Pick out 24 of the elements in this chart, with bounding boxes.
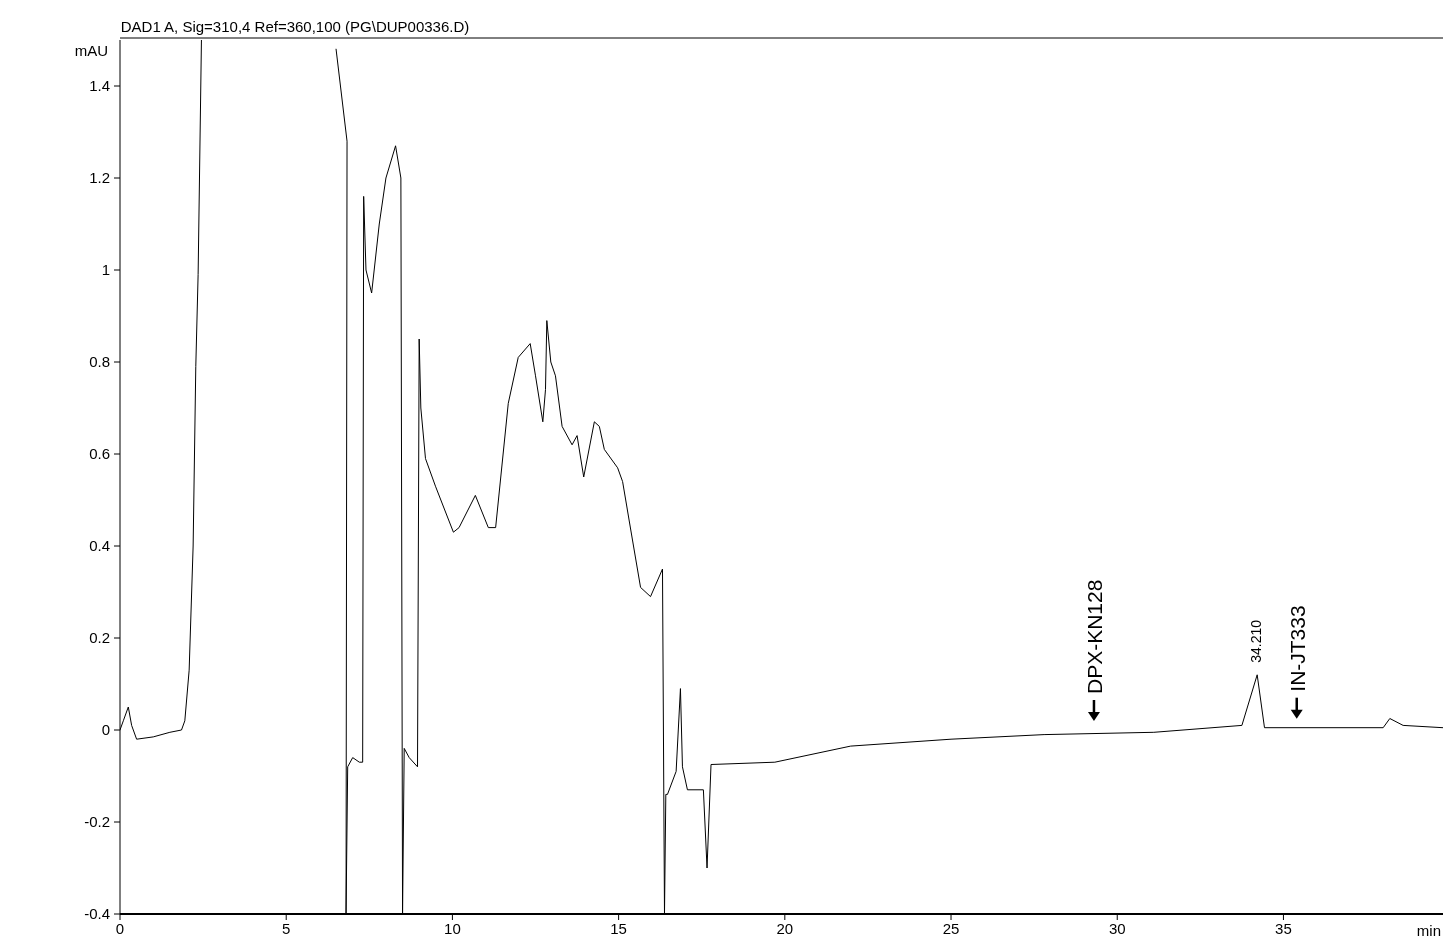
x-tick-label: 30: [1108, 920, 1126, 937]
x-tick-label: 5: [282, 920, 291, 937]
y-tick-label: 0.8: [89, 353, 110, 371]
annotation: IN-JT333: [1285, 605, 1309, 692]
y-tick-label: -0.4: [84, 905, 110, 923]
x-tick-label: 0: [115, 920, 125, 937]
y-axis-title: mAU: [74, 42, 108, 59]
x-tick-label: 20: [776, 920, 794, 937]
annotation: 34.210: [1248, 619, 1265, 663]
y-tick-label: 0.4: [89, 537, 110, 555]
y-tick-label: -0.2: [84, 813, 110, 831]
y-tick-label: 1.2: [89, 169, 110, 187]
annotation: DPX-KN128: [1082, 579, 1106, 694]
y-tick-label: 1: [101, 261, 110, 279]
chart-title: DAD1 A, Sig=310,4 Ref=360,100 (PG\DUP00336.D): [120, 18, 470, 35]
x-tick-label: 15: [610, 920, 627, 937]
x-tick-label: 25: [942, 920, 960, 937]
x-axis-title: min: [1416, 922, 1441, 939]
y-tick-label: 0.6: [89, 445, 110, 463]
y-tick-label: 0.2: [89, 629, 110, 647]
x-tick-label: 35: [1275, 920, 1292, 937]
x-tick-label: 10: [444, 920, 461, 937]
y-tick-label: 0: [101, 721, 110, 739]
y-tick-label: 1.4: [89, 77, 110, 95]
